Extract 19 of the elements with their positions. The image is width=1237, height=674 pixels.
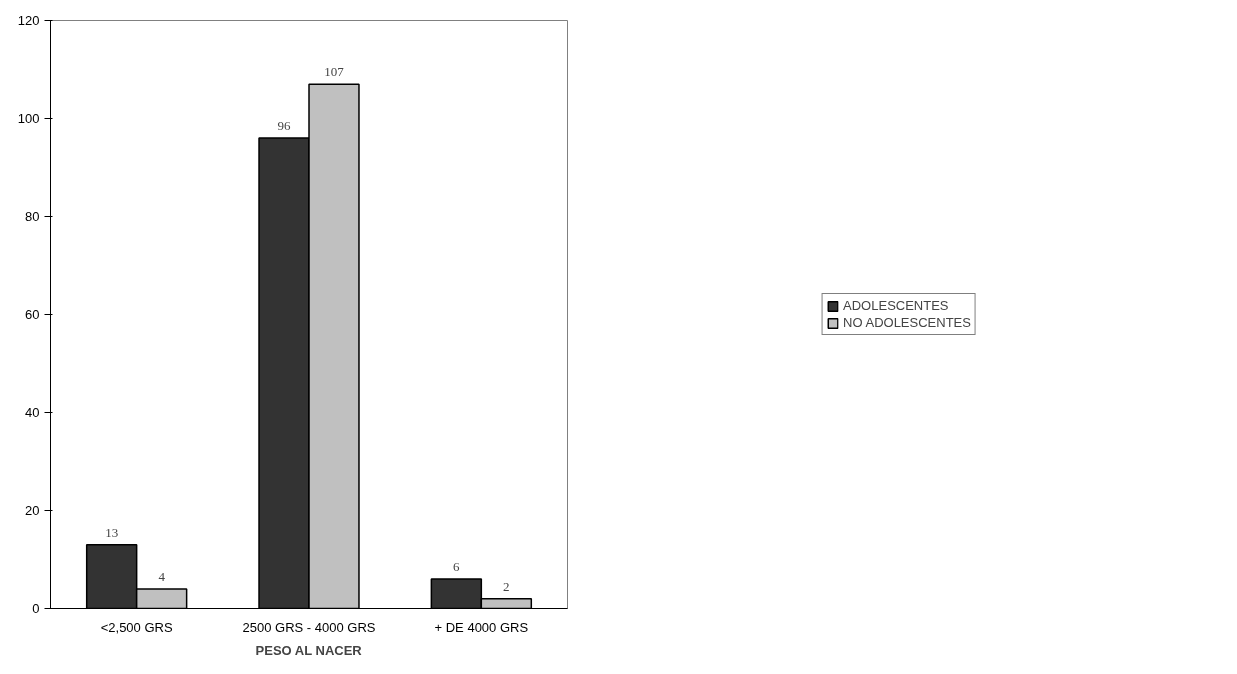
data-label: 96 xyxy=(277,118,292,134)
data-label: 107 xyxy=(324,64,345,80)
y-tick-label: 60 xyxy=(25,307,40,322)
y-tick-label: 20 xyxy=(25,503,40,518)
y-tick-label: 100 xyxy=(17,111,40,126)
y-tick-label: 120 xyxy=(17,13,40,28)
data-label: 13 xyxy=(105,524,119,540)
x-tick-label: 2500 GRS - 4000 GRS xyxy=(242,619,376,635)
data-label: 6 xyxy=(453,559,461,575)
x-tick-label: + DE 4000 GRS xyxy=(434,619,529,635)
data-label: 2 xyxy=(503,578,510,594)
x-axis-title: PESO AL NACER xyxy=(255,642,363,658)
legend-label: ADOLESCENTES xyxy=(843,298,949,313)
y-tick-label: 80 xyxy=(25,209,40,224)
x-tick-label: <2,500 GRS xyxy=(100,619,173,635)
y-tick-label: 0 xyxy=(32,601,40,616)
y-tick-label: 40 xyxy=(25,405,40,420)
legend-label: NO ADOLESCENTES xyxy=(843,315,971,330)
data-label: 4 xyxy=(158,568,166,584)
